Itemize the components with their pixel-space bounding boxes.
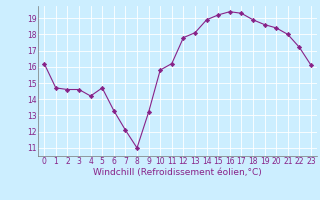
X-axis label: Windchill (Refroidissement éolien,°C): Windchill (Refroidissement éolien,°C) (93, 168, 262, 177)
